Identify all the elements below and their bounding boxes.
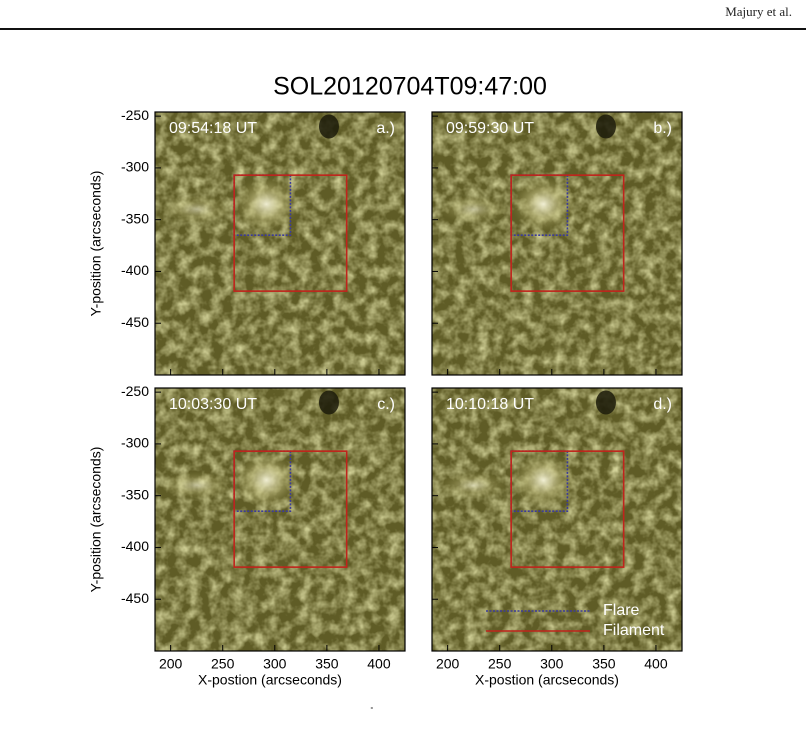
- legend-label: Flare: [603, 602, 640, 619]
- panel-tag: b.): [653, 120, 672, 137]
- region-box: [233, 450, 348, 568]
- y-tick-label: -250: [121, 383, 149, 399]
- panel-time: 09:59:30 UT: [446, 120, 534, 137]
- y-axis-label: Y-position (arcseconds): [88, 171, 104, 317]
- loop-glow: [438, 195, 509, 224]
- y-tick-label: -350: [121, 210, 149, 226]
- y-tick-label: -350: [121, 486, 149, 502]
- image-texture: [432, 388, 682, 651]
- legend-label: Filament: [603, 622, 665, 639]
- figure-title: SOL20120704T09:47:00: [273, 73, 547, 101]
- footer-fragment: ˚: [370, 706, 374, 718]
- x-tick-label: 400: [367, 656, 391, 672]
- x-tick-label: 350: [592, 656, 616, 672]
- image-texture: [155, 112, 405, 375]
- panel-tag: c.): [377, 396, 395, 413]
- flare-glow: [511, 452, 576, 509]
- panel-time: 10:03:30 UT: [169, 396, 257, 413]
- sunspot: [595, 390, 616, 415]
- running-head: Majury et al.: [725, 4, 792, 19]
- x-tick-label: 250: [211, 656, 235, 672]
- region-box: [510, 174, 625, 292]
- loop-glow: [161, 195, 232, 224]
- x-axis-label: X-postion (arcseconds): [198, 672, 342, 688]
- panel-time: 09:54:18 UT: [169, 120, 257, 137]
- x-tick-label: 300: [540, 656, 564, 672]
- flare-glow: [234, 452, 299, 509]
- panel-tag: d.): [653, 396, 672, 413]
- x-tick-label: 200: [159, 656, 183, 672]
- x-tick-label: 250: [488, 656, 512, 672]
- panel-tag: a.): [376, 120, 395, 137]
- y-tick-label: -400: [121, 262, 149, 278]
- y-axis-label: Y-position (arcseconds): [88, 447, 104, 593]
- sunspot: [595, 114, 616, 139]
- image-texture: [432, 112, 682, 375]
- y-tick-label: -250: [121, 107, 149, 123]
- panel-frame: [154, 111, 406, 376]
- panel-frame: [154, 387, 406, 652]
- x-axis-label: X-postion (arcseconds): [475, 672, 619, 688]
- x-tick-label: 300: [263, 656, 287, 672]
- panel-frame: [431, 111, 683, 376]
- y-tick-label: -450: [121, 590, 149, 606]
- flare-glow: [234, 176, 299, 233]
- y-tick-label: -400: [121, 538, 149, 554]
- y-tick-label: -300: [121, 159, 149, 175]
- panel-frame: [431, 387, 683, 652]
- sunspot: [318, 114, 339, 139]
- loop-glow: [438, 471, 509, 500]
- y-tick-label: -300: [121, 435, 149, 451]
- x-tick-label: 350: [315, 656, 339, 672]
- image-texture: [155, 388, 405, 651]
- x-tick-label: 200: [436, 656, 460, 672]
- loop-glow: [161, 471, 232, 500]
- y-tick-label: -450: [121, 314, 149, 330]
- panel-time: 10:10:18 UT: [446, 396, 534, 413]
- sunspot: [318, 390, 339, 415]
- flare-glow: [511, 176, 576, 233]
- x-tick-label: 400: [644, 656, 668, 672]
- region-box: [510, 450, 625, 568]
- region-box: [233, 174, 348, 292]
